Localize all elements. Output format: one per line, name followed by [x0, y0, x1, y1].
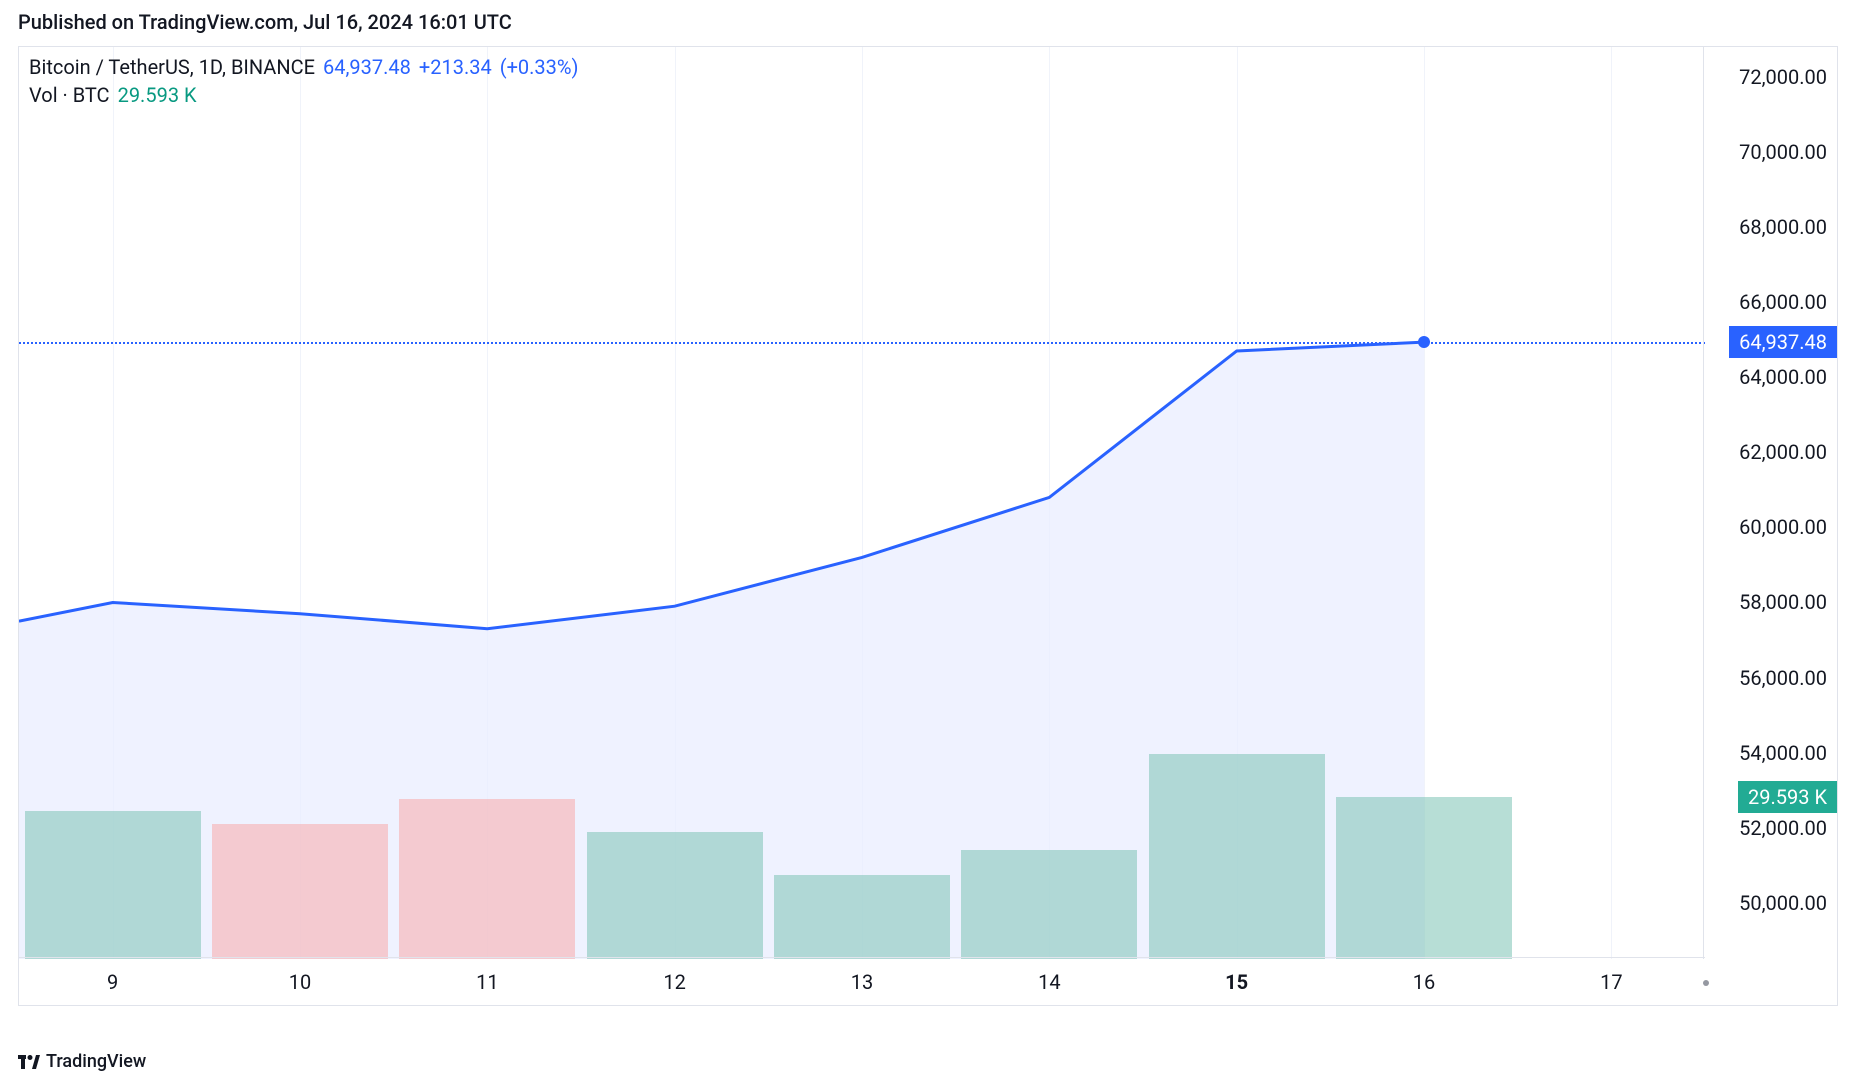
- legend-line-2: Vol · BTC 29.593 K: [29, 83, 197, 107]
- y-tick: 54,000.00: [1739, 741, 1827, 765]
- volume-bar: [587, 832, 763, 959]
- change-abs: +213.34: [419, 55, 492, 79]
- x-tick: 9: [107, 970, 118, 994]
- tradingview-logo-icon: [18, 1055, 40, 1069]
- legend-line-1: Bitcoin / TetherUS, 1D, BINANCE 64,937.4…: [29, 55, 579, 79]
- y-tick: 72,000.00: [1739, 65, 1827, 89]
- publish-header: Published on TradingView.com, Jul 16, 20…: [18, 10, 512, 34]
- pair-label: Bitcoin / TetherUS, 1D, BINANCE: [29, 55, 315, 79]
- volume-bar: [774, 875, 950, 959]
- x-tick: 17: [1600, 970, 1622, 994]
- y-tick: 58,000.00: [1739, 590, 1827, 614]
- volume-bar: [25, 811, 201, 959]
- chart-plot-area[interactable]: Bitcoin / TetherUS, 1D, BINANCE 64,937.4…: [19, 47, 1705, 959]
- x-tick: 15: [1225, 970, 1248, 994]
- x-axis: 9 10 11 12 13 14 15 16 17: [19, 957, 1705, 1005]
- y-tick: 62,000.00: [1739, 440, 1827, 464]
- volume-bar: [212, 824, 388, 959]
- x-tick: 12: [663, 970, 685, 994]
- y-axis: 50,000.00 52,000.00 54,000.00 56,000.00 58,0…: [1703, 47, 1837, 959]
- y-tick: 68,000.00: [1739, 215, 1827, 239]
- axis-corner-dot: [1703, 980, 1709, 986]
- y-tick: 66,000.00: [1739, 290, 1827, 314]
- volume-bar: [399, 799, 575, 959]
- x-tick: 11: [476, 970, 498, 994]
- y-tick: 52,000.00: [1739, 816, 1827, 840]
- x-tick: 16: [1413, 970, 1435, 994]
- volume-bar: [1149, 754, 1325, 959]
- y-tick: 64,000.00: [1739, 365, 1827, 389]
- current-price-badge: 64,937.48: [1729, 326, 1837, 358]
- x-tick: 13: [851, 970, 873, 994]
- x-tick: 10: [289, 970, 311, 994]
- footer-brand[interactable]: TradingView: [18, 1051, 146, 1072]
- volume-value: 29.593 K: [118, 83, 197, 107]
- y-tick: 56,000.00: [1739, 666, 1827, 690]
- y-tick: 50,000.00: [1739, 891, 1827, 915]
- volume-badge: 29.593 K: [1738, 781, 1837, 813]
- chart-container: Bitcoin / TetherUS, 1D, BINANCE 64,937.4…: [18, 46, 1838, 1006]
- volume-bar: [961, 850, 1137, 959]
- volume-label: Vol · BTC: [29, 83, 110, 107]
- footer-brand-text: TradingView: [46, 1051, 146, 1072]
- last-price: 64,937.48: [323, 55, 411, 79]
- current-price-line: [19, 342, 1705, 344]
- y-tick: 70,000.00: [1739, 140, 1827, 164]
- volume-bar: [1336, 797, 1512, 959]
- change-pct: (+0.33%): [500, 55, 579, 79]
- x-tick: 14: [1038, 970, 1060, 994]
- y-tick: 60,000.00: [1739, 515, 1827, 539]
